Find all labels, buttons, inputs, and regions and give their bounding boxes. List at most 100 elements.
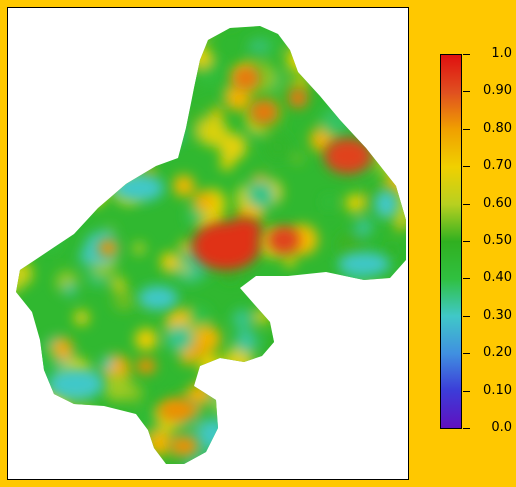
texture-blob <box>214 397 231 414</box>
texture-blob <box>269 8 283 17</box>
legend-tick-mark <box>463 428 470 429</box>
legend-tick-label: 0.90 <box>483 83 512 99</box>
texture-blob <box>186 206 205 225</box>
texture-blob <box>71 400 94 422</box>
texture-blob <box>224 268 238 282</box>
hotspot-south-lobe <box>170 436 198 456</box>
texture-blob <box>380 151 400 171</box>
texture-blob <box>334 447 354 464</box>
texture-blob <box>247 180 276 209</box>
texture-blob <box>314 26 335 30</box>
texture-blob <box>373 136 403 166</box>
texture-blob <box>121 473 131 479</box>
texture-blob <box>149 39 171 62</box>
texture-blob <box>210 107 223 120</box>
texture-blob <box>168 27 200 60</box>
texture-blob <box>63 26 94 47</box>
texture-blob <box>47 79 75 107</box>
texture-blob <box>154 117 172 134</box>
texture-blob <box>133 242 145 255</box>
texture-blob <box>112 277 125 291</box>
texture-blob <box>16 158 30 182</box>
hotspot-west-low <box>112 174 164 202</box>
texture-blob <box>173 33 187 46</box>
texture-blob <box>77 437 100 461</box>
texture-blob <box>164 50 188 74</box>
texture-blob <box>103 373 132 402</box>
texture-blob <box>166 324 193 352</box>
texture-blob <box>144 118 160 134</box>
hotspot-east-low <box>338 252 390 276</box>
texture-blob <box>16 189 40 215</box>
legend-tick-mark <box>463 241 470 242</box>
texture-blob <box>365 356 379 370</box>
texture-blob <box>350 26 375 43</box>
heatmap-surface <box>16 8 406 479</box>
texture-blob <box>382 32 406 62</box>
legend-tick-label: 0.60 <box>483 195 512 211</box>
texture-blob <box>90 444 108 462</box>
texture-blob <box>283 9 296 22</box>
texture-blob <box>46 144 66 164</box>
texture-blob <box>283 254 296 267</box>
texture-blob <box>312 327 328 342</box>
texture-blob <box>331 83 349 101</box>
texture-blob <box>382 47 404 68</box>
texture-blob <box>74 310 90 326</box>
texture-blob <box>69 26 82 32</box>
legend-tick-label: 0.70 <box>483 158 512 174</box>
texture-blob <box>213 446 226 459</box>
texture-blob <box>19 164 38 183</box>
texture-blob <box>354 62 367 76</box>
texture-blob <box>390 463 406 464</box>
legend-tick-mark <box>463 128 470 130</box>
texture-blob <box>335 285 346 297</box>
texture-blob <box>59 78 76 95</box>
texture-blob <box>208 385 238 414</box>
texture-blob <box>139 9 155 25</box>
texture-blob <box>102 78 132 108</box>
texture-blob <box>36 208 63 235</box>
texture-blob <box>320 107 352 138</box>
texture-blob <box>326 458 353 464</box>
texture-blob <box>66 462 87 464</box>
texture-blob <box>47 156 60 169</box>
legend-tick-mark <box>463 54 470 55</box>
map-panel <box>7 7 409 480</box>
texture-blob <box>374 150 401 176</box>
texture-blob <box>221 26 239 28</box>
texture-blob <box>109 165 127 183</box>
texture-blob <box>382 358 395 371</box>
texture-blob <box>336 350 359 374</box>
texture-blob <box>118 423 142 448</box>
hotspot-east-low <box>374 190 398 218</box>
texture-blob <box>100 106 127 133</box>
texture-blob <box>355 85 387 117</box>
texture-blob <box>16 117 20 130</box>
texture-blob <box>48 26 75 28</box>
texture-blob <box>16 142 28 166</box>
texture-blob <box>364 379 377 392</box>
legend-tick-mark <box>463 315 470 317</box>
texture-blob <box>354 218 373 237</box>
texture-blob <box>329 347 355 373</box>
texture-blob <box>40 201 72 233</box>
legend-tick-label: 0.50 <box>483 233 512 248</box>
legend-tick-mark <box>463 390 470 392</box>
texture-blob <box>353 287 367 301</box>
texture-blob <box>322 286 345 309</box>
texture-blob <box>48 174 77 203</box>
texture-blob <box>387 421 403 437</box>
hotspot-central <box>226 218 262 242</box>
texture-blob <box>317 65 332 80</box>
legend-tick-mark <box>463 278 470 280</box>
texture-blob <box>379 369 406 400</box>
texture-blob <box>121 99 132 110</box>
texture-blob <box>286 301 303 317</box>
texture-blob <box>294 76 308 90</box>
texture-blob <box>34 69 48 83</box>
hotspot-south-lobe <box>158 398 198 422</box>
texture-blob <box>380 8 397 17</box>
legend-tick-mark <box>463 91 470 93</box>
texture-blob <box>390 136 404 149</box>
